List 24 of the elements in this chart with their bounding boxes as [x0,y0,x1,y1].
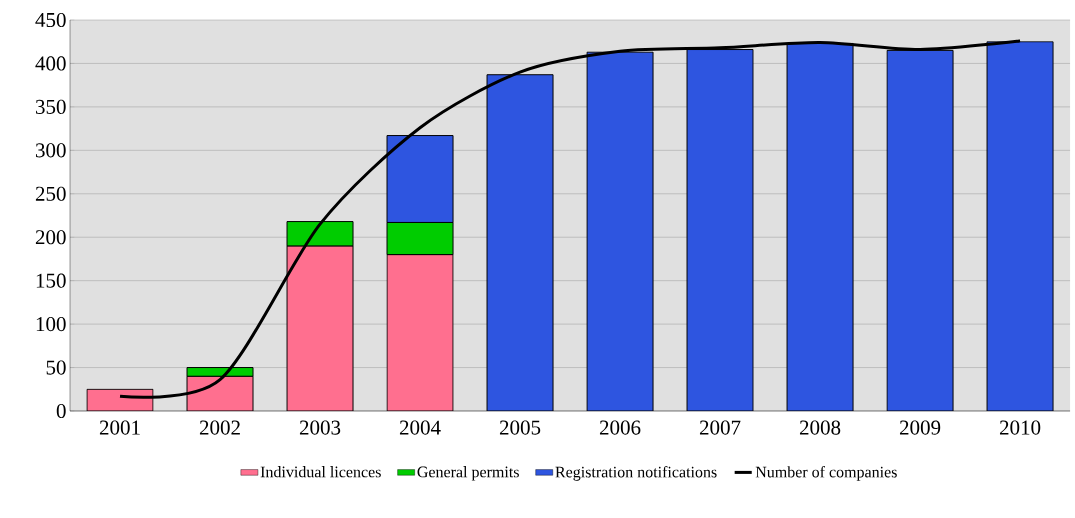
y-tick-label: 0 [56,403,66,419]
y-tick-label: 400 [35,56,66,71]
legend-label: Individual licences [260,466,381,478]
y-tick-label: 150 [36,273,66,288]
y-tick-label: 350 [35,99,66,114]
x-tick-label: 2005 [499,420,541,435]
x-tick-label: 2004 [399,420,441,435]
y-tick-label: 250 [35,186,66,201]
y-tick-label: 50 [46,360,66,375]
x-tick-label: 2002 [199,420,240,435]
legend-label: Registration notifications [555,466,717,481]
y-tick-label: 300 [35,143,66,158]
x-tick-label: 2009 [899,420,941,435]
legend-label: Number of companies [755,466,897,481]
x-tick-label: 2003 [299,420,341,435]
y-tick-label: 100 [36,317,66,332]
x-tick-label: 2010 [999,420,1041,435]
y-tick-label: 200 [35,230,66,245]
legend-label: General permits [417,466,519,481]
x-tick-label: 2008 [799,420,841,435]
x-tick-label: 2001 [99,420,140,435]
x-tick-label: 2006 [599,420,641,435]
y-tick-label: 450 [35,12,66,28]
x-tick-label: 2007 [699,420,741,435]
